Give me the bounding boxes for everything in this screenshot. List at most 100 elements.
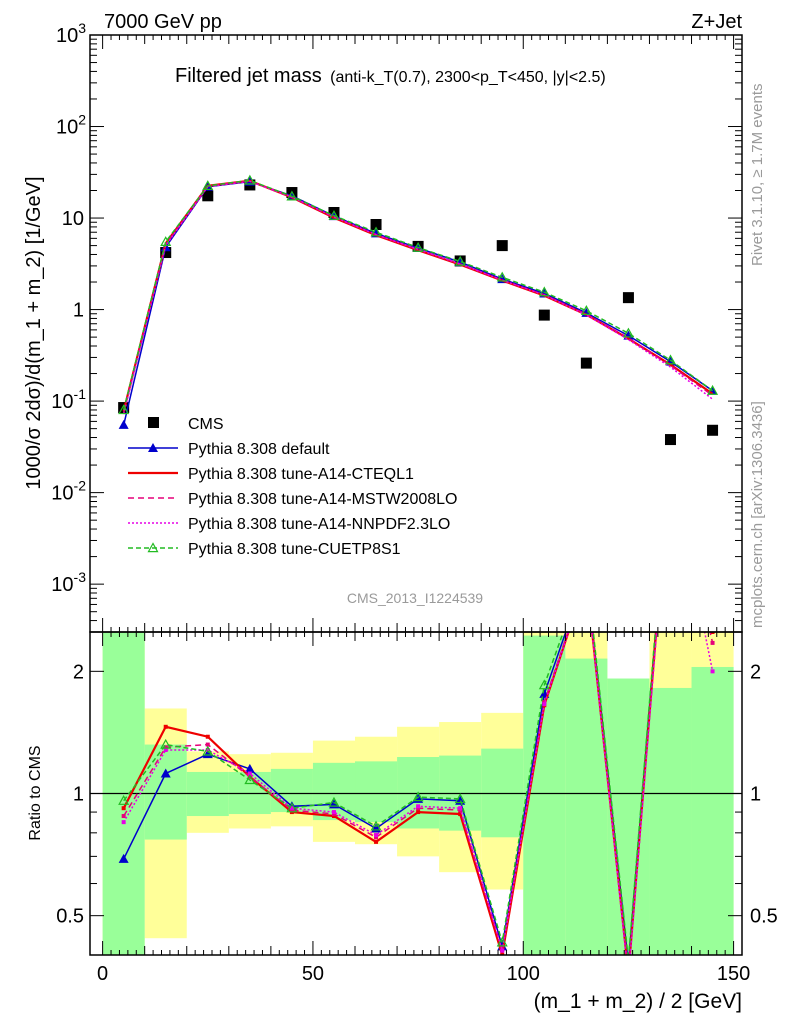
cms-data-point (160, 247, 172, 259)
main-y-tick-label: 10-1 (51, 386, 86, 413)
ratio-panel-content (118, 632, 715, 955)
legend-marker-cuetp8s1 (147, 542, 159, 553)
cuetp8s1-open-triangle-marker (370, 226, 382, 237)
ratio-marker-a14_nnpdf (416, 804, 421, 809)
ratio-marker-a14_nnpdf (542, 702, 547, 707)
default-triangle-marker (118, 419, 129, 429)
ratio-marker-a14_nnpdf (247, 771, 252, 776)
main-y-tick-label: 10-2 (51, 478, 86, 505)
ratio-default-marker (202, 749, 213, 759)
cms-data-point (538, 309, 550, 321)
cuetp8s1-open-triangle-marker (412, 241, 424, 252)
cuetp8s1-open-triangle-marker (286, 190, 298, 201)
y-axis-label-main: 1000/σ 2dσ)/d(m_1 + m_2) [1/GeV] (23, 176, 45, 489)
green-band-bin (649, 687, 692, 955)
mc-line-a14_mstw (122, 180, 714, 413)
cuetp8s1-open-triangle-marker (244, 174, 256, 185)
ratio-marker-a14_nnpdf (205, 747, 210, 752)
main-y-tick-label: 102 (56, 112, 86, 139)
ratio-marker-a14_nnpdf (500, 948, 505, 953)
ratio-y-tick-label: 1 (73, 784, 84, 806)
header-left: 7000 GeV pp (104, 11, 222, 33)
legend: CMS Pythia 8.308 default Pythia 8.308 tune… (128, 416, 457, 558)
ratio-marker-a14_cteql1 (416, 810, 421, 815)
cuetp8s1-open-triangle-marker (160, 236, 172, 247)
cuetp8s1-open-triangle-marker (538, 286, 550, 297)
ratio-marker-a14_mstw (710, 640, 715, 645)
ratio-marker-a14_cteql1 (205, 734, 210, 739)
ratio-marker-a14_mstw (247, 774, 252, 779)
ratio-cuetp8s1-marker (160, 738, 172, 749)
ratio-y-tick-label-right: 0.5 (750, 906, 778, 928)
ratio-marker-a14_nnpdf (331, 810, 336, 815)
cms-data-point (370, 219, 382, 231)
ratio-y-tick-label: 2 (73, 661, 84, 683)
ratio-cuetp8s1-marker (412, 791, 424, 802)
cuetp8s1-open-triangle-marker (328, 209, 340, 220)
x-axis-label: (m_1 + m_2) / 2 [GeV] (534, 990, 742, 1013)
main-y-tick-label: 1 (73, 300, 84, 322)
ratio-marker-a14_mstw (163, 745, 168, 750)
axes: 10-3 10-2 10-1 1 10 102 103 0 50 100 150 0.5 0.5 1 1 2 2 (51, 20, 778, 985)
ratio-cuetp8s1-marker (370, 820, 382, 831)
ratio-marker-a14_cteql1 (121, 806, 126, 811)
ratio-marker-a14_nnpdf (121, 820, 126, 825)
legend-label-a14_nnpdf: Pythia 8.308 tune-A14-NNPDF2.3LO (188, 516, 450, 533)
ratio-marker-a14_nnpdf (289, 806, 294, 811)
mc-line-a14_nnpdf (122, 180, 714, 415)
legend-label-cms: CMS (188, 416, 224, 433)
ratio-marker-a14_cteql1 (710, 632, 715, 634)
analysis-id: CMS_2013_I1224539 (347, 590, 483, 606)
legend-label-a14_cteql1: Pythia 8.308 tune-A14-CTEQL1 (188, 466, 414, 483)
ratio-cuetp8s1-marker (202, 745, 214, 756)
cms-data-point (496, 240, 508, 252)
ratio-line-cuetp8s1 (123, 632, 656, 955)
cms-data-point (622, 292, 634, 304)
ratio-marker-a14_mstw (374, 835, 379, 840)
ratio-cuetp8s1-marker (118, 794, 130, 805)
cms-data-point (202, 190, 214, 202)
plot-title: Filtered jet mass (anti-k_T(0.7), 2300<p… (175, 65, 606, 87)
cuetp8s1-open-triangle-marker (202, 180, 214, 191)
plot-title-main: Filtered jet mass (175, 65, 322, 87)
cuetp8s1-open-triangle-marker (496, 271, 508, 282)
cuetp8s1-open-triangle-marker (580, 305, 592, 315)
x-tick-label: 0 (97, 963, 108, 985)
ratio-default-marker (118, 853, 129, 863)
header-right: Z+Jet (691, 11, 742, 33)
rivet-label: Rivet 3.1.10, ≥ 1.7M events (749, 84, 766, 267)
ratio-y-tick-label: 0.5 (56, 906, 84, 928)
ratio-marker-a14_nnpdf (710, 669, 715, 674)
cuetp8s1-open-triangle-marker (454, 255, 466, 266)
ratio-marker-a14_mstw (542, 700, 547, 705)
ratio-series-group (118, 632, 715, 955)
ratio-marker-a14_cteql1 (500, 953, 505, 955)
mc-line-default (122, 180, 714, 426)
cms-data-point (664, 434, 676, 446)
y-axis-label-ratio: Ratio to CMS (27, 745, 44, 840)
cms-data-point (707, 424, 719, 436)
cuetp8s1-open-triangle-marker (664, 354, 677, 365)
legend-label-default: Pythia 8.308 default (188, 441, 330, 458)
ratio-marker-a14_nnpdf (163, 747, 168, 752)
ratio-marker-a14_nnpdf (458, 806, 463, 811)
ratio-marker-a14_cteql1 (374, 839, 379, 844)
ratio-y-tick-label-right: 1 (750, 784, 761, 806)
ratio-marker-a14_mstw (205, 742, 210, 747)
cuetp8s1-open-triangle-marker (622, 327, 634, 338)
ratio-marker-a14_cteql1 (163, 724, 168, 729)
plot-title-sub: (anti-k_T(0.7), 2300<p_T<450, |y|<2.5) (330, 69, 606, 86)
ratio-marker-a14_mstw (121, 814, 126, 819)
cuetp8s1-open-triangle-marker (707, 384, 719, 395)
x-tick-label: 150 (717, 963, 750, 985)
legend-label-cuetp8s1: Pythia 8.308 tune-CUETP8S1 (188, 541, 401, 558)
cms-data-point (580, 357, 592, 369)
ratio-marker-a14_nnpdf (374, 833, 379, 838)
ratio-cuetp8s1-marker (328, 796, 340, 807)
x-tick-label: 100 (507, 963, 540, 985)
ratio-cuetp8s1-marker (538, 679, 550, 690)
legend-marker-cms (148, 417, 159, 428)
main-panel-content (118, 174, 719, 446)
green-band-bin (355, 761, 398, 823)
